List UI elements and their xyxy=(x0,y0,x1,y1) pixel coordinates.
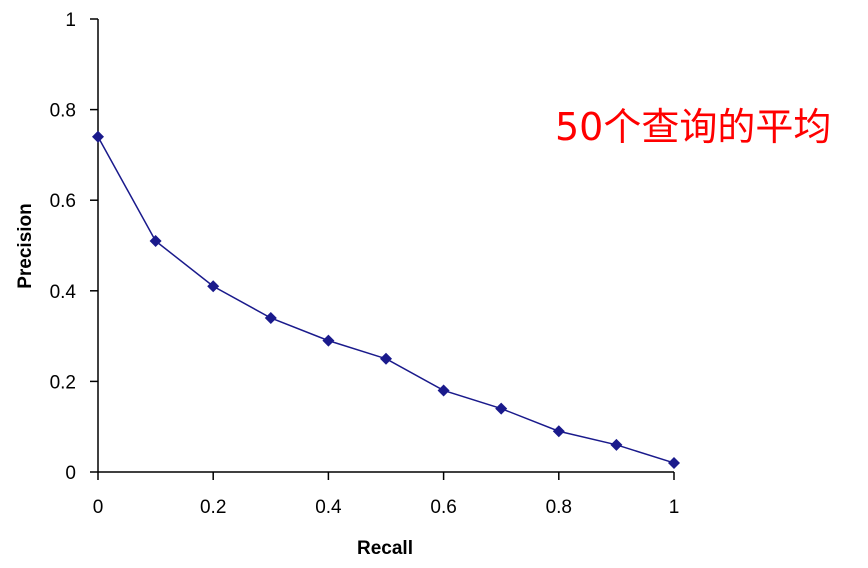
data-point xyxy=(380,352,392,365)
x-tick-label: 0.4 xyxy=(315,497,342,518)
data-point xyxy=(264,311,277,324)
x-tick-label: 1 xyxy=(669,497,680,518)
x-tick-label: 0.8 xyxy=(546,497,572,518)
data-point xyxy=(207,280,220,293)
axes xyxy=(97,19,674,473)
data-point xyxy=(322,334,335,347)
y-tick-label: 0.2 xyxy=(50,372,76,393)
y-tick-label: 1 xyxy=(65,10,76,31)
series-line xyxy=(97,136,675,464)
y-tick-label: 0.4 xyxy=(50,282,77,303)
chart-annotation: 50个查询的平均 xyxy=(555,105,831,149)
data-point xyxy=(149,234,162,247)
data-point xyxy=(610,438,623,451)
y-tick-label: 0 xyxy=(65,463,76,484)
x-axis-title: Recall xyxy=(357,538,413,559)
x-tick-label: 0.2 xyxy=(200,497,226,518)
y-tick-label: 0.6 xyxy=(50,191,76,212)
series-layer xyxy=(92,130,680,469)
y-axis-title: Precision xyxy=(15,203,36,289)
data-point xyxy=(92,130,104,143)
ticks: 0 0.2 0.4 0.6 0.8 1 0 0.2 0.4 0.6 0.8 1 xyxy=(50,10,680,518)
y-tick-label: 0.8 xyxy=(50,101,76,122)
data-point xyxy=(495,402,508,415)
x-tick-label: 0.6 xyxy=(430,497,456,518)
data-point xyxy=(668,456,680,469)
x-tick-label: 0 xyxy=(93,497,104,518)
data-point xyxy=(552,425,565,438)
data-point xyxy=(437,384,450,397)
